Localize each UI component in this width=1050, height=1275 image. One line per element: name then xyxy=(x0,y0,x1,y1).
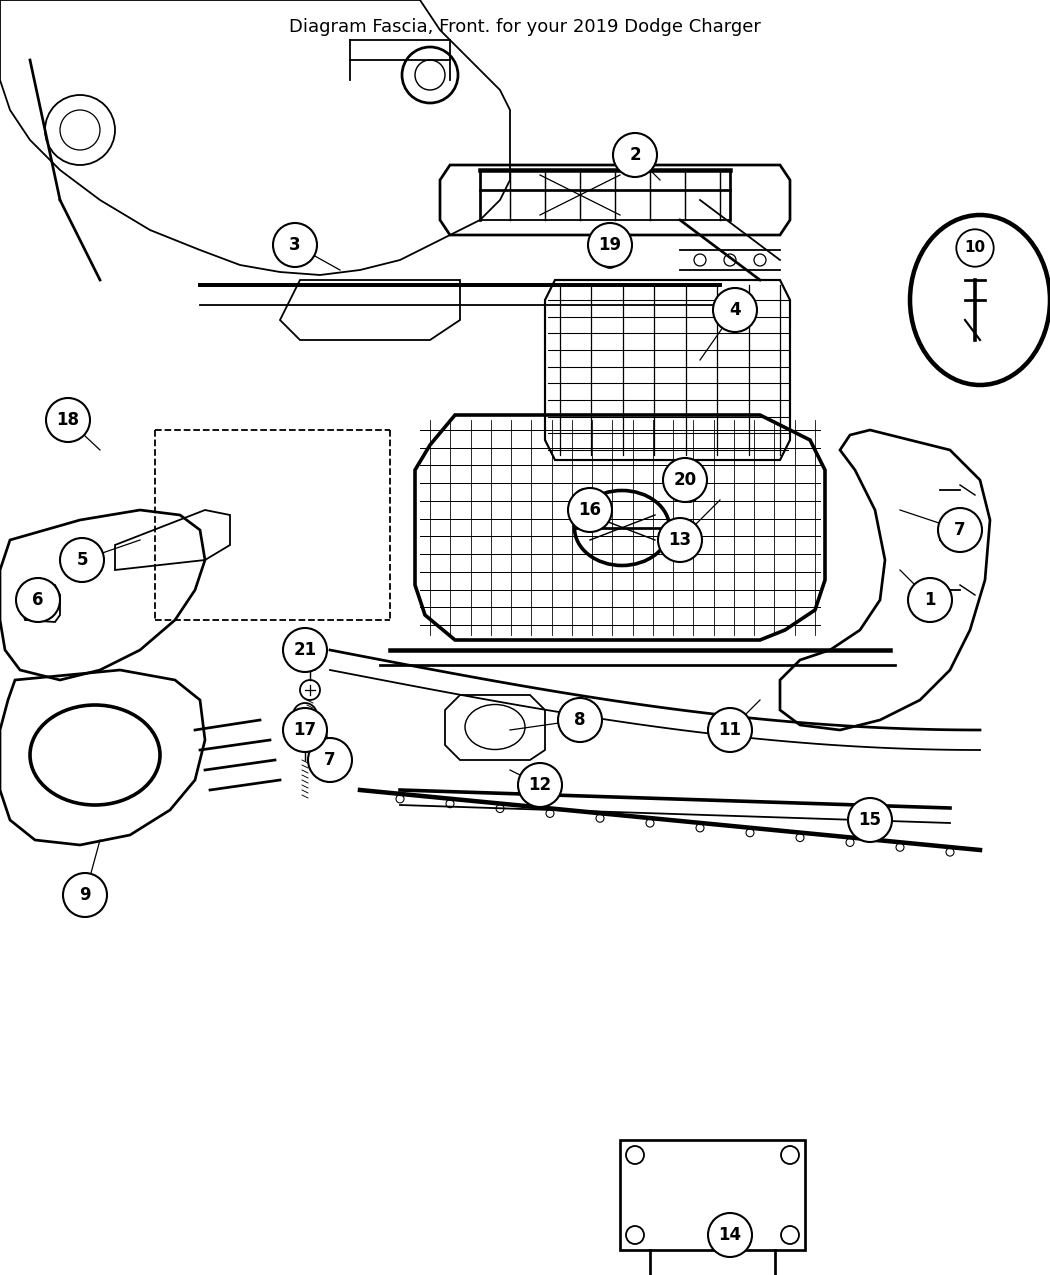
Circle shape xyxy=(957,230,993,266)
Circle shape xyxy=(588,223,632,266)
Circle shape xyxy=(663,458,707,502)
Text: 21: 21 xyxy=(293,641,316,659)
Circle shape xyxy=(558,697,602,742)
Circle shape xyxy=(938,507,982,552)
Bar xyxy=(620,1140,805,1249)
Text: 13: 13 xyxy=(669,530,692,550)
Circle shape xyxy=(16,578,60,622)
Text: 12: 12 xyxy=(528,776,551,794)
Text: 7: 7 xyxy=(954,521,966,539)
Circle shape xyxy=(46,398,90,442)
Text: 7: 7 xyxy=(324,751,336,769)
Circle shape xyxy=(658,518,702,562)
Circle shape xyxy=(518,762,562,807)
Text: 11: 11 xyxy=(718,720,741,739)
Text: 4: 4 xyxy=(729,301,741,319)
Circle shape xyxy=(273,223,317,266)
Circle shape xyxy=(60,538,104,581)
Text: 14: 14 xyxy=(718,1227,741,1244)
Text: 20: 20 xyxy=(673,470,696,490)
Text: 2: 2 xyxy=(629,147,640,164)
Ellipse shape xyxy=(910,215,1050,385)
Circle shape xyxy=(708,708,752,752)
Circle shape xyxy=(63,873,107,917)
Text: Diagram Fascia, Front. for your 2019 Dodge Charger: Diagram Fascia, Front. for your 2019 Dod… xyxy=(289,18,761,36)
Text: 16: 16 xyxy=(579,501,602,519)
Text: 5: 5 xyxy=(77,551,88,569)
Text: 15: 15 xyxy=(859,811,882,829)
Text: 18: 18 xyxy=(57,411,80,428)
Text: 1: 1 xyxy=(924,592,936,609)
Circle shape xyxy=(713,288,757,332)
Circle shape xyxy=(568,488,612,532)
Text: 6: 6 xyxy=(33,592,44,609)
Text: 3: 3 xyxy=(289,236,300,254)
Circle shape xyxy=(708,1213,752,1257)
Text: 19: 19 xyxy=(598,236,622,254)
Circle shape xyxy=(308,738,352,782)
Circle shape xyxy=(848,798,892,842)
Text: 17: 17 xyxy=(293,720,316,739)
Text: 10: 10 xyxy=(965,241,986,255)
Circle shape xyxy=(284,629,327,672)
Text: 8: 8 xyxy=(574,711,586,729)
Text: 9: 9 xyxy=(79,886,90,904)
Circle shape xyxy=(613,133,657,177)
Circle shape xyxy=(284,708,327,752)
Circle shape xyxy=(908,578,952,622)
